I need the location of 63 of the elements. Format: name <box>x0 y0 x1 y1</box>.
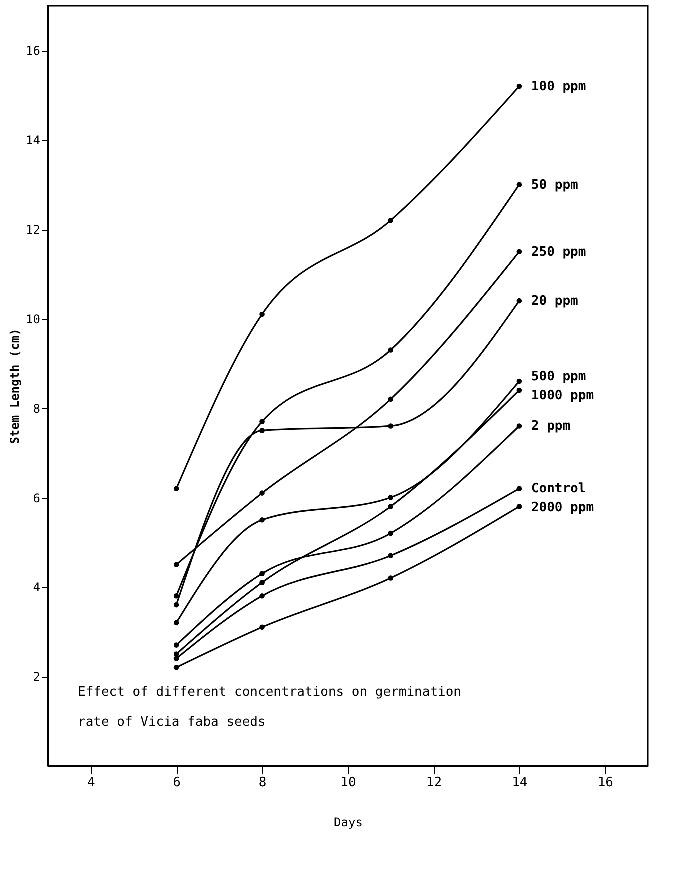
point <box>388 576 394 581</box>
point <box>388 348 394 353</box>
x-tick-label: 12 <box>426 776 442 790</box>
annotation: Effect of different concentrations on germination rate of Vicia faba seeds <box>78 685 462 730</box>
x-tick-label: 6 <box>173 776 181 790</box>
point <box>516 424 522 429</box>
point <box>516 504 522 510</box>
point <box>388 530 394 536</box>
y-tick-label: 10 <box>26 312 40 326</box>
series-label: Control <box>531 481 586 496</box>
point <box>516 84 522 90</box>
point <box>174 562 180 568</box>
point <box>260 571 265 576</box>
y-tick-label: 2 <box>33 670 40 684</box>
series-label: 500 ppm <box>531 370 586 384</box>
point <box>260 428 265 434</box>
point <box>260 490 265 496</box>
point <box>516 486 522 492</box>
point <box>174 602 180 608</box>
point <box>388 424 394 429</box>
series-label: 100 ppm <box>531 79 586 94</box>
y-tick-label: 6 <box>33 491 40 506</box>
series-label: 20 ppm <box>531 294 579 310</box>
y-tick-label: 14 <box>26 134 40 148</box>
series-label: 1000 ppm <box>531 388 594 404</box>
y-axis-title: Stem Length (cm) <box>8 328 22 444</box>
point <box>388 553 394 559</box>
point <box>174 620 180 626</box>
x-tick-label: 4 <box>87 776 96 790</box>
x-tick-label: 8 <box>258 776 267 790</box>
series-label: 2 ppm <box>531 419 571 434</box>
point <box>516 249 522 255</box>
x-tick-label: 10 <box>340 776 356 790</box>
point <box>388 495 394 500</box>
point <box>174 593 180 599</box>
point <box>174 486 180 492</box>
x-tick-label: 16 <box>598 776 614 790</box>
point <box>388 396 394 402</box>
point <box>388 504 394 510</box>
series-label: 2000 ppm <box>531 500 594 516</box>
series-label: 250 ppm <box>531 244 586 260</box>
point <box>174 652 180 657</box>
point <box>174 656 180 662</box>
point <box>260 580 265 586</box>
x-axis-title: Days <box>334 816 363 830</box>
point <box>260 624 265 630</box>
point <box>174 642 180 648</box>
y-tick-label: 12 <box>26 223 40 238</box>
point <box>388 218 394 224</box>
point <box>516 388 522 394</box>
point <box>174 665 180 670</box>
y-tick-label: 8 <box>33 402 40 416</box>
point <box>516 378 522 384</box>
point <box>260 419 265 424</box>
point <box>260 312 265 318</box>
point <box>516 182 522 188</box>
x-tick-label: 14 <box>512 776 528 790</box>
y-tick-label: 4 <box>33 580 40 595</box>
point <box>516 298 522 304</box>
series-label: 50 ppm <box>531 178 579 193</box>
y-tick-label: 16 <box>26 44 40 58</box>
point <box>260 517 265 523</box>
point <box>260 593 265 599</box>
